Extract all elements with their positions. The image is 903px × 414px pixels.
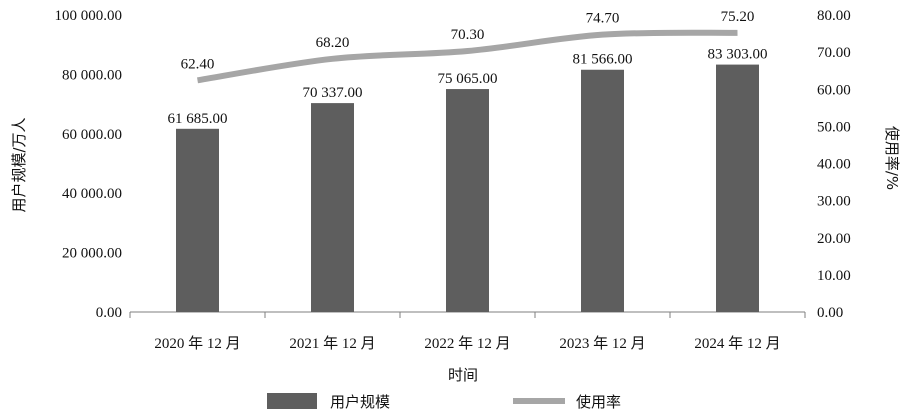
y-tick-label: 80 000.00: [62, 67, 122, 83]
bar-series: [176, 64, 759, 313]
x-category-label: 2020 年 12 月: [154, 335, 240, 352]
y2-tick-label: 50.00: [817, 119, 851, 135]
line-value-label: 75.20: [721, 9, 755, 25]
x-category-label: 2023 年 12 月: [559, 335, 645, 352]
y2-axis-title: 使用率/%: [883, 126, 901, 190]
y-tick-label: 0.00: [96, 305, 122, 321]
y2-tick-label: 80.00: [817, 8, 851, 24]
y2-tick-label: 70.00: [817, 45, 851, 61]
x-category-label: 2021 年 12 月: [289, 335, 375, 352]
y2-tick-label: 30.00: [817, 194, 851, 210]
y2-tick-label: 0.00: [817, 305, 843, 321]
bar: [716, 64, 759, 312]
bar-value-label: 70 337.00: [303, 85, 363, 101]
y-axis-ticks: 0.00 20 000.00 40 000.00 60 000.00 80 000.00…: [55, 8, 123, 321]
legend-swatch-bar: [267, 393, 317, 409]
line-value-label: 74.70: [586, 11, 620, 27]
bar: [176, 128, 219, 312]
y2-tick-label: 20.00: [817, 231, 851, 247]
bar-value-label: 81 566.00: [573, 52, 633, 68]
legend: 用户规模 使用率: [267, 393, 621, 411]
bar: [446, 89, 489, 313]
bar-value-label: 75 065.00: [438, 71, 498, 87]
y-tick-label: 40 000.00: [62, 186, 122, 202]
y2-axis-ticks: 0.00 10.00 20.00 30.00 40.00 50.00 60.00 70.00 8…: [817, 8, 851, 321]
y2-tick-label: 40.00: [817, 157, 851, 173]
line-series: [197, 29, 738, 84]
y-tick-label: 100 000.00: [55, 8, 123, 24]
y2-tick-label: 10.00: [817, 268, 851, 284]
bar: [311, 103, 354, 312]
bar: [581, 69, 624, 312]
y-tick-label: 20 000.00: [62, 246, 122, 262]
line-value-label: 70.30: [451, 27, 485, 43]
bar-value-label: 83 303.00: [708, 47, 768, 63]
legend-label-line: 使用率: [576, 393, 621, 411]
usage-rate-line: [197, 29, 738, 84]
x-category-label: 2022 年 12 月: [424, 335, 510, 352]
line-value-label: 68.20: [316, 35, 350, 51]
bar-data-labels: 61 685.00 70 337.00 75 065.00 81 566.00 83 3…: [168, 47, 768, 127]
y2-tick-label: 60.00: [817, 82, 851, 98]
x-axis-title: 时间: [448, 366, 478, 384]
y-tick-label: 60 000.00: [62, 127, 122, 143]
x-category-label: 2024 年 12 月: [694, 335, 780, 352]
y-axis-title: 用户规模/万人: [10, 117, 28, 212]
line-data-labels: 62.40 68.20 70.30 74.70 75.20: [181, 9, 755, 73]
legend-label-bar: 用户规模: [330, 393, 390, 411]
x-axis-categories: 2020 年 12 月 2021 年 12 月 2022 年 12 月 2023 年 …: [154, 335, 780, 352]
bar-value-label: 61 685.00: [168, 111, 228, 127]
axes: [129, 311, 806, 318]
line-value-label: 62.40: [181, 56, 215, 72]
